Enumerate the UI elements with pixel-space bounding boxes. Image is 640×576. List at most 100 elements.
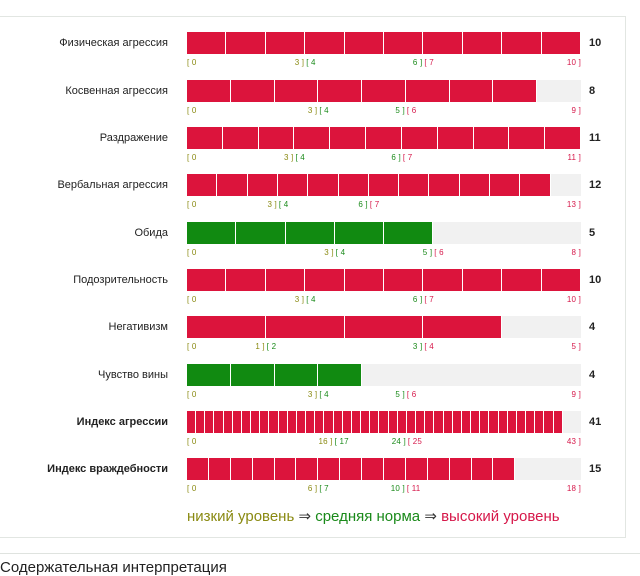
scale-row: Подозрительность 10 [ 0 3 ][ 4 6 ][ 7 10 ] — [0, 255, 640, 304]
scale-bar-segment — [196, 411, 206, 433]
scale-bar-segment — [361, 411, 371, 433]
scale-bar-segment — [351, 411, 362, 433]
scale-label: Подозрительность — [73, 274, 168, 286]
scale-bar-segment — [296, 411, 307, 433]
scale-score: 15 — [589, 463, 602, 475]
scale-label: Индекс агрессии — [76, 416, 168, 428]
scale-label: Обида — [134, 227, 168, 239]
scale-bar-segment — [318, 458, 341, 480]
tick-label: 3 ] — [307, 106, 318, 115]
scale-bar-segment — [278, 411, 288, 433]
scale-row: Раздражение 11 [ 0 3 ][ 4 6 ][ 7 11 ] — [0, 113, 640, 162]
tick-label: [ 11 — [406, 484, 421, 493]
scale-bar-segment — [258, 127, 295, 149]
scale-bar-segment — [222, 127, 259, 149]
scale-bar-segment — [480, 411, 490, 433]
scale-bar-segment — [452, 411, 462, 433]
scale-score: 5 — [589, 227, 596, 239]
scale-bar-segment — [305, 32, 345, 54]
tick-label: [ 7 — [402, 153, 413, 162]
scale-bar-segment — [187, 458, 209, 480]
legend-arrow-1: ⇒ — [298, 508, 312, 525]
scale-bar-segment — [423, 32, 463, 54]
tick-label: 3 ] — [294, 295, 305, 304]
scale-ticks: [ 0 3 ][ 4 5 ][ 6 9 ] — [187, 390, 581, 402]
tick-label: 6 ] — [358, 200, 368, 209]
scale-bar-segment — [318, 80, 363, 102]
scale-bar-segment — [427, 458, 450, 480]
scale-bar-segment — [370, 411, 380, 433]
scale-row: Физическая агрессия 10 [ 0 3 ][ 4 6 ][ 7 10 ] — [0, 18, 640, 67]
scale-bar-track — [187, 269, 581, 291]
scale-label: Вербальная агрессия — [57, 179, 168, 191]
scale-bar-track — [187, 364, 581, 386]
scale-row: Вербальная агрессия 12 [ 0 3 ][ 4 6 ][ 7 13 ] — [0, 160, 640, 209]
tick-label: [ 4 — [295, 153, 305, 162]
scale-bar-track — [187, 127, 581, 149]
scale-bar-segment — [443, 411, 453, 433]
tick-label: [ 7 — [424, 58, 434, 67]
tick-label: [ 4 — [306, 58, 316, 67]
scale-ticks: [ 0 3 ][ 4 6 ][ 7 10 ] — [187, 58, 581, 70]
scale-bar-track — [187, 222, 581, 244]
scale-bar-segment — [306, 411, 316, 433]
scale-bar-segment — [208, 458, 231, 480]
scale-score: 10 — [589, 37, 602, 49]
scale-bar-segment — [214, 411, 224, 433]
tick-label: 1 ] — [255, 342, 265, 351]
tick-label: 16 ] — [318, 437, 333, 446]
scale-bar-segment — [230, 458, 253, 480]
tick-label: 43 ] — [566, 437, 581, 446]
scale-bar-segment — [502, 32, 542, 54]
scale-bar-segment — [344, 269, 384, 291]
tick-label: [ 25 — [407, 437, 423, 446]
scale-bar-segment — [269, 411, 279, 433]
scale-ticks: [ 0 3 ][ 4 6 ][ 7 13 ] — [187, 200, 581, 212]
tick-label: [ 7 — [319, 484, 329, 493]
tick-label: [ 0 — [187, 390, 197, 399]
results-panel — [0, 16, 626, 538]
tick-label: 18 ] — [566, 484, 581, 493]
scale-bar-segment — [498, 411, 508, 433]
scale-bar-segment — [535, 411, 545, 433]
scale-bar-segment — [230, 364, 275, 386]
scale-bar-segment — [217, 174, 248, 196]
tick-label: 6 ] — [412, 58, 423, 67]
scale-bar-track — [187, 174, 581, 196]
scale-bar-segment — [247, 174, 278, 196]
scale-label: Индекс враждебности — [47, 463, 168, 475]
scale-bar-segment — [226, 32, 266, 54]
tick-label: [ 0 — [187, 153, 197, 162]
scale-bar-segment — [205, 411, 215, 433]
tick-label: 6 ] — [391, 153, 401, 162]
scale-bar-track — [187, 32, 581, 54]
scale-bar-segment — [384, 458, 406, 480]
tick-label: [ 4 — [424, 342, 434, 351]
scale-bar-segment — [277, 174, 309, 196]
scale-bar-segment — [545, 127, 581, 149]
scale-bar-segment — [274, 80, 319, 102]
scale-bar-segment — [437, 127, 474, 149]
scale-bar-segment — [230, 80, 275, 102]
scale-bar-segment — [342, 411, 352, 433]
tick-label: [ 4 — [319, 106, 329, 115]
tick-label: [ 6 — [406, 390, 417, 399]
tick-label: [ 4 — [278, 200, 289, 209]
scale-bar-segment — [338, 174, 369, 196]
scale-bar-segment — [308, 174, 339, 196]
scale-bar-segment — [368, 174, 400, 196]
scale-bar-segment — [490, 174, 521, 196]
scale-bar-segment — [493, 80, 538, 102]
scale-bar-segment — [294, 127, 331, 149]
scale-bar-segment — [187, 127, 223, 149]
tick-label: [ 0 — [187, 58, 197, 67]
scale-bar-segment — [340, 458, 363, 480]
tick-label: 11 ] — [567, 153, 581, 162]
scale-bar-segment — [405, 458, 428, 480]
scale-row: Индекс враждебности 15 [ 0 6 ][ 7 10 ][ 11 18… — [0, 444, 640, 493]
scale-bar-segment — [507, 411, 517, 433]
scale-bar-segment — [334, 222, 384, 244]
legend-low: низкий уровень — [187, 508, 295, 525]
scale-score: 8 — [589, 85, 596, 97]
scale-label: Косвенная агрессия — [65, 85, 168, 97]
